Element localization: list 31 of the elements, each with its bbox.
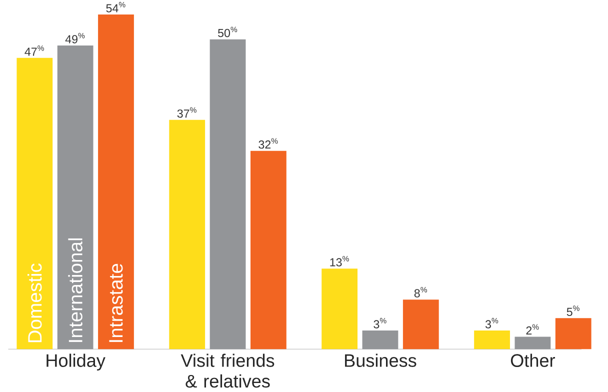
bar <box>98 14 134 350</box>
data-label: 3$^{%}$ <box>374 318 386 328</box>
data-label: 50$^{%}$ <box>218 26 238 38</box>
bar <box>322 268 358 350</box>
bar <box>555 318 592 350</box>
data-label: 32$^{%}$ <box>258 138 278 149</box>
bar <box>250 150 286 350</box>
data-label: 54$^{%}$ <box>106 2 126 12</box>
bar <box>210 39 246 350</box>
data-label: 37$^{%}$ <box>177 107 196 118</box>
x-tick-label: Visit friends & relatives <box>180 354 274 388</box>
x-tick-label: Business <box>345 354 416 368</box>
bar <box>402 300 439 350</box>
data-label: 8$^{%}$ <box>414 286 427 298</box>
series-label: Intrastate <box>109 264 123 342</box>
data-label: 47$^{%}$ <box>24 45 44 56</box>
series-label: Domestic <box>28 264 42 342</box>
bar <box>362 330 398 350</box>
data-label: 49$^{%}$ <box>65 32 85 44</box>
bar <box>169 120 206 350</box>
x-tick-label: Holiday <box>46 354 106 371</box>
data-label: 3$^{%}$ <box>485 318 498 328</box>
bar <box>16 58 53 350</box>
data-label: 5$^{%}$ <box>566 306 580 316</box>
bar <box>57 46 94 350</box>
bar <box>474 330 510 350</box>
x-tick-label: Other <box>510 354 556 368</box>
bar <box>514 336 551 350</box>
data-label: 2$^{%}$ <box>526 324 539 335</box>
series-label: International <box>68 238 82 342</box>
data-label: 13$^{%}$ <box>330 256 349 266</box>
